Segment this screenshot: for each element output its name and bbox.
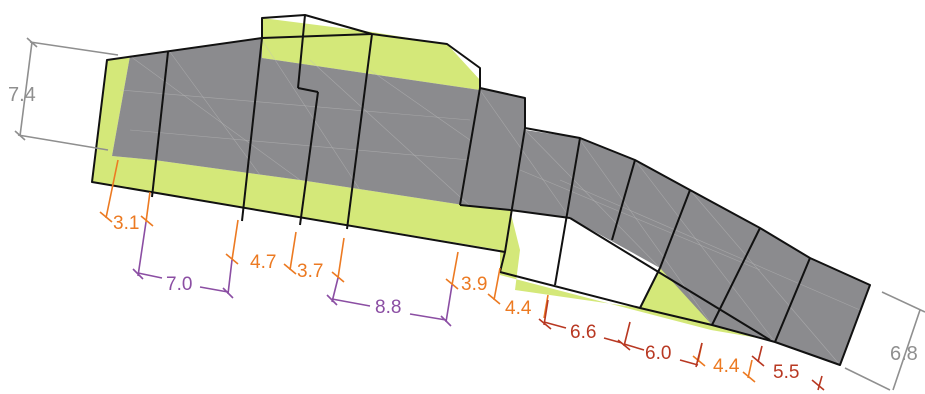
orange-dim-6: 4.4 — [713, 356, 740, 377]
red-dim-2: 6.0 — [645, 343, 671, 364]
panel-outline — [91, 14, 871, 366]
orange-dim-3: 3.7 — [297, 261, 323, 282]
orange-dim-2: 4.7 — [250, 252, 276, 273]
left-height-label: 7.4 — [8, 84, 36, 106]
red-dim-3: 5.5 — [773, 362, 799, 383]
gray-surface — [112, 38, 870, 365]
purple-dimension-lines — [132, 221, 453, 327]
left-height-dimension — [14, 37, 119, 151]
red-dimension-lines — [538, 299, 825, 391]
triangulation-lines — [119, 39, 861, 366]
orange-dim-5: 4.4 — [505, 298, 532, 319]
right-height-dimension — [844, 291, 925, 391]
right-height-label: 6.8 — [890, 343, 918, 365]
orange-dim-1: 3.1 — [113, 213, 139, 234]
red-dim-1: 6.6 — [570, 322, 596, 343]
purple-dim-2: 8.8 — [375, 297, 401, 318]
orange-dimension-lines — [99, 159, 756, 383]
purple-dim-1: 7.0 — [166, 274, 192, 295]
orange-dim-4: 3.9 — [461, 274, 487, 295]
